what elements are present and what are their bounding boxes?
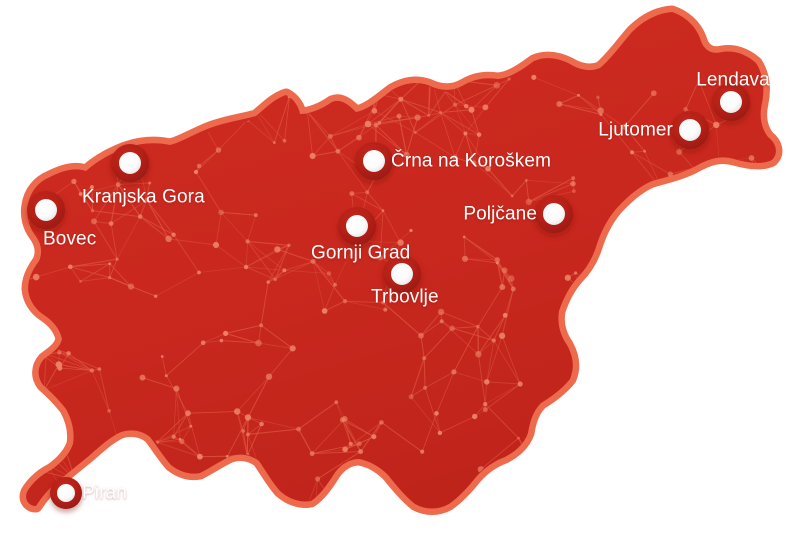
city-marker-kranjska-gora[interactable]: [111, 144, 149, 182]
city-marker-button-lendava[interactable]: [712, 83, 750, 121]
city-marker-piran[interactable]: [50, 477, 82, 509]
city-marker-bovec[interactable]: [27, 191, 65, 229]
city-marker-trbovlje[interactable]: [383, 255, 421, 293]
city-marker-button-crna-na-koroskem[interactable]: [355, 142, 393, 180]
marker-core-gornji-grad: [346, 215, 368, 237]
city-marker-button-kranjska-gora[interactable]: [111, 144, 149, 182]
city-marker-button-bovec[interactable]: [27, 191, 65, 229]
city-marker-ljutomer[interactable]: [671, 111, 709, 149]
city-marker-crna-na-koroskem[interactable]: [355, 142, 393, 180]
city-marker-poljcane[interactable]: [535, 195, 573, 233]
city-marker-gornji-grad[interactable]: [338, 207, 376, 245]
city-marker-lendava[interactable]: [712, 83, 750, 121]
city-marker-button-poljcane[interactable]: [535, 195, 573, 233]
marker-core-kranjska-gora: [119, 152, 141, 174]
marker-core-bovec: [35, 199, 57, 221]
city-marker-button-ljutomer[interactable]: [671, 111, 709, 149]
city-markers-layer: [27, 83, 750, 509]
marker-core-ljutomer: [679, 119, 701, 141]
marker-core-trbovlje: [391, 263, 413, 285]
marker-core-crna-na-koroskem: [363, 150, 385, 172]
city-marker-button-trbovlje[interactable]: [383, 255, 421, 293]
marker-core-lendava: [720, 91, 742, 113]
marker-core-piran: [57, 484, 75, 502]
marker-core-poljcane: [543, 203, 565, 225]
city-marker-button-piran[interactable]: [50, 477, 82, 509]
city-marker-button-gornji-grad[interactable]: [338, 207, 376, 245]
